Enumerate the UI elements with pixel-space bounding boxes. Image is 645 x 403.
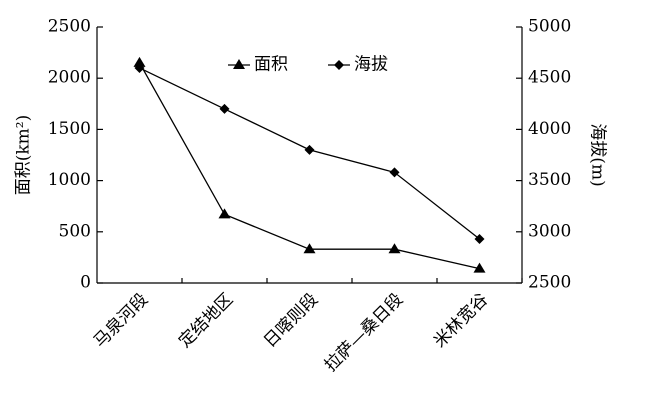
marker [218, 208, 231, 219]
marker [233, 59, 245, 69]
x-tick-label: 日喀则段 [260, 290, 322, 352]
y-tick-label: 0 [80, 273, 91, 293]
x-tick-label: 米林宽谷 [430, 290, 492, 352]
y-tick-label: 1500 [48, 119, 91, 139]
x-tick-label: 马泉河段 [90, 290, 152, 352]
marker [134, 62, 145, 73]
marker [473, 262, 486, 273]
marker [219, 103, 230, 114]
y2-tick-label: 2500 [528, 273, 571, 293]
y2-axis-label: 海拔(m) [588, 123, 608, 186]
marker [304, 144, 315, 155]
y2-tick-label: 4500 [528, 68, 571, 88]
marker [334, 60, 344, 70]
marker [388, 243, 401, 254]
y2-tick-label: 3000 [528, 221, 571, 241]
legend-label: 面积 [254, 55, 288, 75]
marker [474, 233, 485, 244]
x-tick-label: 拉萨—桑日段 [321, 290, 407, 376]
marker [133, 56, 146, 67]
marker [303, 243, 316, 254]
y-axis-label: 面积(km²) [14, 115, 34, 196]
x-tick-label: 定结地区 [175, 290, 237, 352]
y-tick-label: 1000 [48, 170, 91, 190]
series-line [138, 62, 480, 270]
y2-tick-label: 4000 [528, 119, 571, 139]
legend-label: 海拔 [354, 55, 388, 75]
y2-tick-label: 3500 [528, 170, 571, 190]
y-tick-label: 2500 [48, 17, 91, 37]
marker [389, 167, 400, 178]
y2-tick-label: 5000 [528, 17, 571, 37]
y-tick-label: 2000 [48, 68, 91, 88]
y-tick-label: 500 [59, 221, 91, 241]
